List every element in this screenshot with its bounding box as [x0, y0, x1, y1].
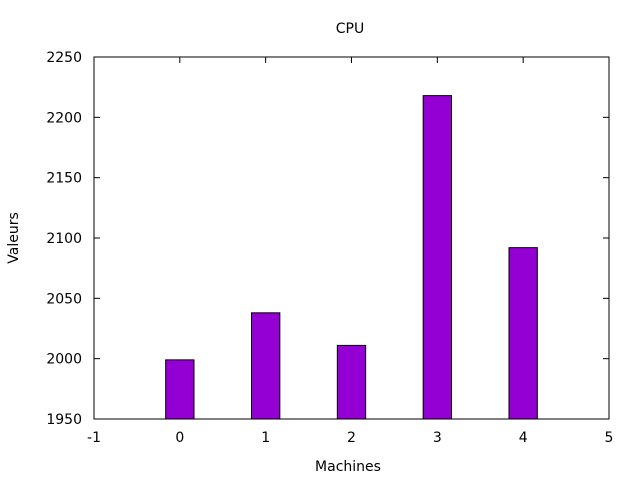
bar [508, 247, 538, 420]
bar [165, 359, 195, 420]
y-tick-label: 2000 [46, 352, 82, 368]
y-tick-label: 2100 [46, 231, 82, 247]
bar [251, 312, 281, 420]
x-axis-label: Machines [315, 459, 381, 475]
x-tick-label: 4 [519, 430, 528, 446]
plot-frame [93, 56, 610, 420]
y-tick-label: 2200 [46, 110, 82, 126]
y-axis-label: Valeurs [6, 212, 22, 264]
x-tick-label: 2 [347, 430, 356, 446]
y-tick-label: 1950 [46, 412, 82, 428]
y-tick-label: 2250 [46, 50, 82, 66]
x-tick-label: 5 [605, 430, 614, 446]
x-tick-label: -1 [87, 430, 101, 446]
bar [336, 344, 367, 420]
bar [422, 95, 452, 420]
tick-labels: -1 0 1 2 3 4 5 1950 2000 2050 2100 2150 2200 2250 [46, 50, 613, 446]
x-tick-label: 0 [175, 430, 184, 446]
x-tick-label: 1 [261, 430, 270, 446]
y-tick-label: 2150 [46, 171, 82, 187]
bars [165, 95, 538, 420]
y-tick-label: 2050 [46, 291, 82, 307]
chart-title: CPU [336, 21, 364, 37]
x-tick-label: 3 [433, 430, 442, 446]
